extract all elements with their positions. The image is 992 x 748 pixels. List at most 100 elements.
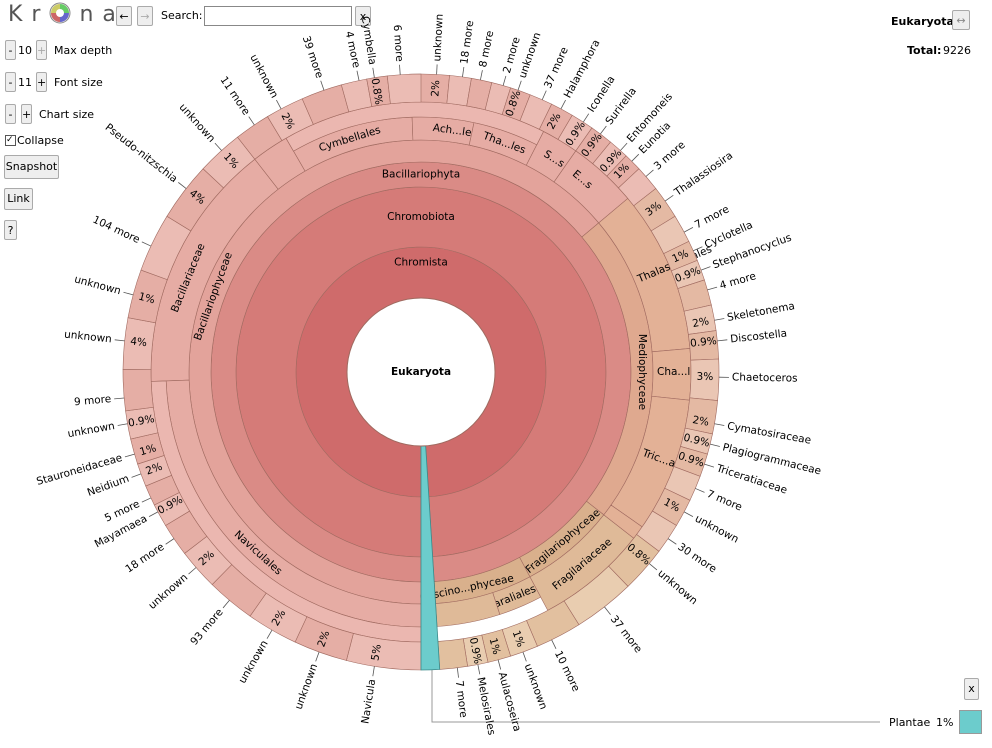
- leader: [165, 538, 175, 545]
- leaf-label: unknown: [247, 52, 280, 100]
- leader: [517, 80, 522, 91]
- font-plus[interactable]: +: [36, 72, 47, 92]
- leader-line: [431, 668, 880, 723]
- legend-swatch: [959, 710, 982, 734]
- leader: [631, 153, 640, 162]
- leaf-label: 6 more: [391, 24, 406, 62]
- leader: [522, 651, 527, 662]
- leaf-label: 9 more: [74, 393, 112, 408]
- leaf-label: Cymatosiraceae: [726, 420, 812, 447]
- snapshot-button[interactable]: Snapshot: [4, 155, 59, 179]
- depth-plus[interactable]: +: [36, 40, 47, 60]
- leader: [124, 453, 135, 458]
- font-minus[interactable]: -: [5, 72, 16, 92]
- leaf-label: 10 more: [552, 649, 582, 694]
- legend-pct: 1%: [936, 716, 954, 729]
- leaf-label: unknown: [146, 572, 190, 612]
- leader: [667, 538, 677, 545]
- leader: [700, 266, 711, 271]
- leaf-label: Discostella: [730, 328, 788, 346]
- leader: [123, 291, 134, 296]
- leaf-label: 8 more: [477, 30, 496, 69]
- leader: [704, 463, 715, 468]
- leader: [248, 116, 255, 126]
- total-label: Total:: [907, 44, 942, 57]
- leaf-label: 39 more: [300, 34, 326, 79]
- center: [346, 297, 496, 447]
- root-label: Eukaryota: [391, 366, 451, 378]
- leader: [707, 286, 718, 291]
- leader: [714, 318, 725, 321]
- legend-close[interactable]: x: [964, 678, 979, 700]
- leader: [620, 142, 628, 151]
- leader: [114, 397, 125, 400]
- size-minus[interactable]: -: [5, 104, 16, 124]
- leaf-pct: 1%: [510, 629, 527, 649]
- leader: [462, 66, 465, 77]
- leaf-label: 93 more: [188, 606, 225, 647]
- leaf-label: unknown: [431, 13, 445, 61]
- leaf-label: unknown: [522, 662, 550, 711]
- logo-text: na: [79, 2, 125, 27]
- leader: [683, 227, 694, 233]
- leader: [645, 169, 654, 177]
- leaf-label: unknown: [517, 31, 544, 80]
- leaf-pct: 0.9%: [127, 413, 155, 429]
- leader: [131, 473, 142, 478]
- leaf-pct: 5%: [369, 643, 383, 661]
- leader: [276, 99, 282, 110]
- depth-minus[interactable]: -: [5, 40, 16, 60]
- size-label: Chart size: [39, 108, 95, 121]
- leader: [320, 80, 325, 91]
- leader: [683, 511, 694, 517]
- leader: [582, 113, 590, 123]
- forward-button[interactable]: →: [137, 6, 153, 26]
- leaf-label: 30 more: [675, 541, 718, 576]
- back-button[interactable]: ←: [116, 6, 132, 26]
- leader: [141, 241, 152, 247]
- logo: Kr na: [8, 2, 125, 27]
- font-label: Font size: [54, 76, 103, 89]
- size-plus[interactable]: +: [21, 104, 32, 124]
- leader: [604, 606, 611, 615]
- search-input[interactable]: [204, 6, 352, 26]
- leader: [178, 182, 187, 189]
- leader: [664, 195, 674, 202]
- expand-button[interactable]: ↔: [952, 10, 970, 30]
- leaf-label: Aulacoseira: [496, 671, 523, 733]
- leader: [436, 64, 438, 75]
- details-name: Eukaryota: [891, 15, 954, 28]
- leaf-label: Melosirales: [474, 676, 497, 736]
- leaf-label: 11 more: [218, 74, 253, 117]
- leaf-label: unknown: [655, 567, 699, 607]
- leader: [693, 246, 703, 252]
- leader: [714, 423, 725, 426]
- link-button[interactable]: Link: [4, 188, 33, 210]
- ring-label: Mediophyceae: [636, 334, 648, 410]
- depth-value: 10: [18, 44, 32, 57]
- leaf-label: 18 more: [123, 541, 166, 576]
- leaf-label: 7 more: [453, 680, 469, 718]
- leader: [114, 339, 125, 342]
- leader: [214, 142, 222, 151]
- collapse-checkbox[interactable]: ✓: [5, 135, 16, 146]
- leader: [480, 70, 483, 81]
- logo-icon: [49, 2, 71, 24]
- leader: [456, 667, 459, 678]
- search-clear[interactable]: x: [355, 6, 371, 26]
- leaf-pct: 2%: [315, 629, 332, 649]
- leader: [541, 90, 547, 100]
- leaf-label: unknown: [67, 420, 116, 440]
- leaf-pct: 3%: [697, 371, 714, 383]
- ring-label: Bacillariophyta: [382, 169, 460, 181]
- leaf-pct: 2%: [691, 414, 710, 429]
- leader: [356, 70, 360, 81]
- leaf-label: 37 more: [608, 613, 644, 655]
- help-button[interactable]: ?: [4, 220, 17, 240]
- leader: [372, 67, 375, 78]
- leader: [560, 99, 566, 110]
- leaf-label: Navicula: [359, 678, 378, 725]
- leaf-pct: 4%: [130, 335, 148, 349]
- leaf-label: Chaetoceros: [732, 371, 798, 384]
